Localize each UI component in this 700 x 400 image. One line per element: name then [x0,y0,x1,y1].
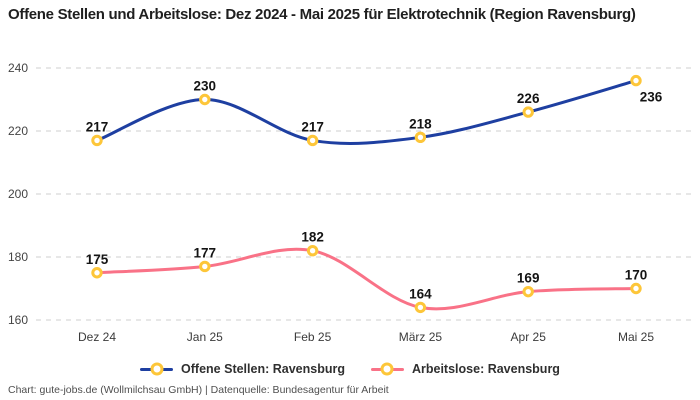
chart-title: Offene Stellen und Arbeitslose: Dez 2024… [8,6,636,23]
x-axis-tick-label: Mai 25 [618,330,654,344]
series-points-1: 175 177 182 164 169 170 [86,230,648,314]
data-point-marker [199,93,211,106]
legend-item-arbeitslose: Arbeitslose: Ravensburg [370,362,560,376]
data-point-marker [199,260,211,273]
legend-label-arbeitslose: Arbeitslose: Ravensburg [411,362,560,376]
series-line-0 [95,79,638,145]
data-point-marker [414,131,427,144]
data-point-marker [630,74,642,87]
data-point-label: 217 [86,119,109,134]
data-point-marker [91,134,103,147]
y-axis-tick-label: 220 [8,124,28,138]
data-point-marker [522,106,534,118]
x-axis-labels: Dez 24 Jan 25 Feb 25 März 25 Apr 25 Mai 25 [78,330,654,344]
legend-line-sample-blue [140,362,174,376]
gridlines: 160 180 200 220 240 [8,61,694,327]
data-point-label: 226 [517,91,540,106]
y-axis-tick-label: 160 [8,313,28,327]
data-point-label: 236 [640,90,663,105]
x-axis-tick-label: März 25 [399,330,443,344]
y-axis-tick-label: 200 [8,187,28,201]
data-point-label: 177 [194,245,217,260]
legend: Offene Stellen: Ravensburg Arbeitslose: … [0,362,700,376]
data-point-label: 217 [301,119,324,134]
y-axis-tick-label: 180 [8,250,28,264]
data-point-marker [522,285,534,298]
data-point-label: 175 [86,252,109,267]
x-axis-tick-label: Apr 25 [511,330,547,344]
legend-marker-icon [380,362,394,376]
legend-marker-icon [150,362,164,376]
data-point-marker [306,134,319,147]
line-chart: 160 180 200 220 240 Dez 24 Jan 25 Feb 25 März 25… [8,61,694,344]
y-axis-tick-label: 240 [8,61,28,75]
data-point-label: 169 [517,271,540,286]
x-axis-tick-label: Dez 24 [78,330,116,344]
data-point-label: 218 [409,116,432,131]
data-point-marker [630,282,642,295]
data-point-marker [306,245,319,257]
data-point-marker [414,301,427,314]
legend-line-sample-pink [370,362,404,376]
series-line-1 [95,247,638,311]
legend-item-offene-stellen: Offene Stellen: Ravensburg [140,362,345,376]
series-points-0: 217 230 217 218 226 236 [86,74,663,147]
legend-label-offene-stellen: Offene Stellen: Ravensburg [181,362,345,376]
x-axis-tick-label: Feb 25 [294,330,332,344]
attribution-text: Chart: gute-jobs.de (Wollmilchsau GmbH) … [8,384,389,396]
data-point-marker [91,267,103,279]
data-point-label: 230 [194,79,217,94]
x-axis-tick-label: Jan 25 [187,330,223,344]
data-point-label: 170 [625,268,648,283]
data-point-label: 164 [409,286,432,301]
data-point-label: 182 [301,230,324,245]
